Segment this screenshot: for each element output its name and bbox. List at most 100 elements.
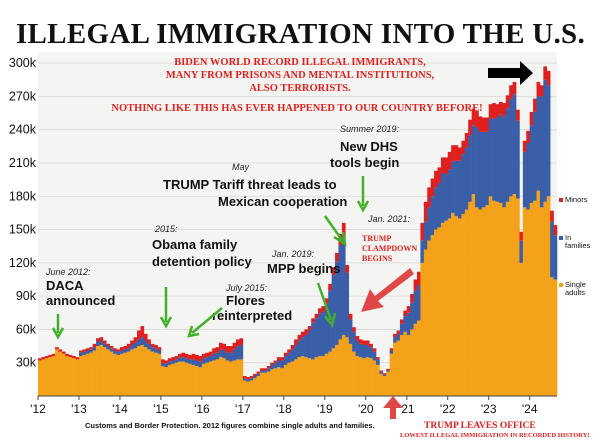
bar-minors [488,104,493,119]
y-tick-label: 270k [9,89,37,103]
bar-families [382,374,387,377]
bar-single-adults [242,380,247,396]
clampdown-arrow-icon [361,268,414,312]
x-tick-label: '13 [71,402,87,416]
bar-single-adults [191,364,196,396]
daca-arrowhead-icon [51,327,65,340]
bar-minors [382,373,387,375]
bar-single-adults [58,351,63,396]
bar-single-adults [61,353,66,396]
bar-families [116,351,121,355]
clampdown-line-2: CLAMPDOWN [362,244,417,253]
x-tick-label: '22 [440,402,456,416]
bar-single-adults [348,343,353,396]
bar-families [181,357,186,362]
bar-single-adults [44,358,49,396]
legend-families-2: families [565,241,591,250]
bar-families [174,359,179,363]
bar-families [311,322,315,360]
bar-minors [150,343,155,348]
biden-note-line-3: ALSO TERRORISTS. [249,83,351,94]
bar-single-adults [536,190,541,396]
bar-minors [396,330,401,334]
bar-minors [181,352,186,358]
bar-single-adults [317,356,322,396]
bar-families [324,303,329,354]
bar-minors [72,356,76,359]
bar-families [273,362,278,369]
bar-families [205,357,210,363]
bar-minors [78,350,83,353]
dhs-label-1: New DHS [340,139,398,154]
bar-single-adults [321,356,326,396]
bar-minors [461,140,466,155]
bar-families [222,350,227,359]
bar-minors [171,357,175,361]
bar-minors [106,343,110,347]
legend-minors-swatch [559,198,563,202]
leaves-office-arrow-icon [383,396,403,419]
bar-minors [195,354,199,361]
bar-single-adults [468,201,472,396]
bar-single-adults [126,351,131,396]
bar-families [85,350,90,354]
bar-families [177,357,182,362]
bar-families [287,352,291,363]
bar-single-adults [147,349,151,396]
bar-single-adults [113,353,117,396]
bar-single-adults [273,368,278,396]
bar-families [290,349,295,362]
leaves-office-line-1: TRUMP LEAVES OFFICE [424,421,536,431]
bar-families [440,172,445,223]
bar-families [317,313,322,357]
bar-single-adults [314,357,319,396]
bar-families [102,343,107,348]
bar-families [410,302,414,330]
bar-minors [236,339,240,347]
bar-minors [294,339,298,345]
bar-minors [386,368,390,370]
y-tick-label: 60k [16,322,37,336]
bar-minors [126,343,131,349]
bar-single-adults [529,202,534,396]
bar-minors [335,252,339,262]
bar-families [123,349,128,353]
bar-minors [123,346,128,350]
flores-label-1: Flores [226,293,265,308]
bar-families [512,94,517,195]
bar-families [283,356,288,365]
bar-single-adults [212,360,216,396]
bar-minors [109,346,114,349]
bar-single-adults [437,227,442,396]
bar-families [277,360,281,368]
bar-minors [403,310,408,317]
bar-families [195,360,199,367]
bar-single-adults [181,361,186,396]
bar-minors [341,222,346,236]
bar-families [78,352,83,357]
y-tick-label: 150k [9,223,37,237]
legend-single-2: adults [565,288,585,297]
bar-families [376,359,380,365]
y-tick-label: 90k [16,289,37,303]
bar-families [321,311,326,357]
clampdown-line-3: BEGINS [362,254,393,263]
tariff-date: May [232,162,250,172]
bar-families [451,161,455,213]
bar-minors [406,306,411,313]
bar-families [225,352,230,361]
bar-families [406,312,411,335]
bar-single-adults [464,209,469,396]
bar-minors [464,133,469,148]
bar-families [167,361,172,365]
bar-minors [311,318,315,323]
bar-families [294,344,298,360]
bar-single-adults [290,361,295,396]
bar-single-adults [526,209,530,396]
x-tick-label: '21 [399,402,415,416]
bar-minors [526,130,530,143]
bar-single-adults [505,201,510,396]
bar-minors [41,357,46,360]
bar-single-adults [157,353,162,396]
bar-families [130,344,134,350]
